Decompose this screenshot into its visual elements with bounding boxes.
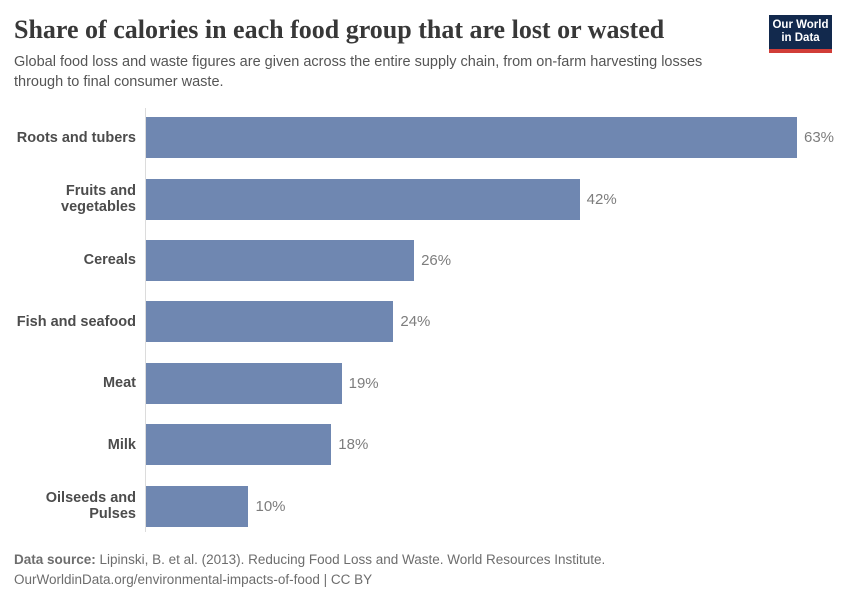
value-label: 18% xyxy=(338,436,369,454)
chart-footer: Data source: Lipinski, B. et al. (2013).… xyxy=(14,550,850,590)
category-label: Meat xyxy=(102,375,136,392)
owid-logo-line2: in Data xyxy=(781,32,820,44)
data-source-line: Data source: Lipinski, B. et al. (2013).… xyxy=(14,550,850,570)
category-label: Fish and seafood xyxy=(16,313,136,330)
bar-milk xyxy=(145,424,332,466)
citation-line: OurWorldinData.org/environmental-impacts… xyxy=(14,572,373,587)
category-label: Milk xyxy=(107,436,136,453)
value-label: 19% xyxy=(348,374,379,392)
value-label: 63% xyxy=(804,129,835,147)
bar-oilseeds-and-pulses xyxy=(145,485,249,527)
bar-cereals xyxy=(145,239,415,281)
data-source-label: Data source: xyxy=(14,552,96,567)
value-label: 42% xyxy=(586,190,617,208)
category-label: Fruits and vegetables xyxy=(61,183,136,216)
chart-row: Fish and seafood 24% xyxy=(0,291,850,352)
bar-fruits-and-vegetables xyxy=(145,178,580,220)
chart-row: Meat 19% xyxy=(0,353,850,414)
data-source-text: Lipinski, B. et al. (2013). Reducing Foo… xyxy=(99,552,606,567)
chart-row: Cereals 26% xyxy=(0,230,850,291)
chart-row: Milk 18% xyxy=(0,414,850,475)
bar-chart: Roots and tubers 63% Fruits and vegetables… xyxy=(0,107,850,537)
chart-row: Roots and tubers 63% xyxy=(0,107,850,168)
y-axis-line xyxy=(145,108,146,532)
owid-logo: Our World in Data xyxy=(769,15,832,53)
bar-fish-and-seafood xyxy=(145,301,394,343)
owid-logo-line1: Our World xyxy=(772,18,829,31)
category-label: Cereals xyxy=(83,252,136,269)
chart-row: Oilseeds and Pulses 10% xyxy=(0,475,850,536)
chart-subtitle: Global food loss and waste figures are g… xyxy=(14,54,703,90)
chart-title: Share of calories in each food group tha… xyxy=(14,15,665,44)
chart-row: Fruits and vegetables 42% xyxy=(0,168,850,229)
bar-meat xyxy=(145,362,342,404)
value-label: 10% xyxy=(255,497,286,515)
value-label: 24% xyxy=(400,313,431,331)
chart-rows: Roots and tubers 63% Fruits and vegetables… xyxy=(0,107,850,537)
bar-roots-and-tubers xyxy=(145,117,797,159)
value-label: 26% xyxy=(421,251,452,269)
category-label: Oilseeds and Pulses xyxy=(45,490,136,523)
category-label: Roots and tubers xyxy=(16,129,136,146)
